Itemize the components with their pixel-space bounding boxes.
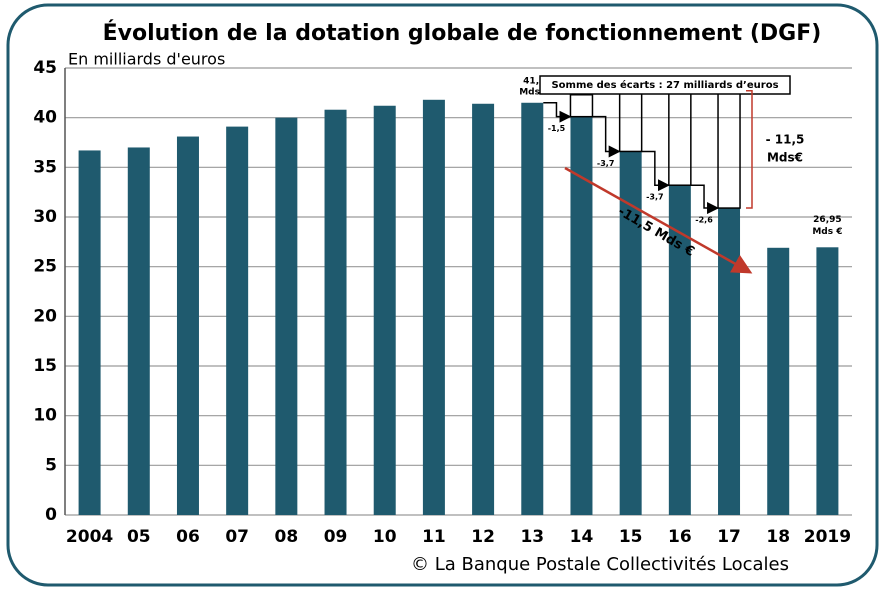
y-tick-label: 0 (45, 505, 57, 525)
x-tick-label: 10 (373, 527, 397, 547)
x-tick-label: 13 (520, 527, 544, 547)
x-tick-label: 05 (127, 527, 151, 547)
x-tick-label: 09 (324, 527, 348, 547)
x-tick-label: 07 (225, 527, 249, 547)
bar (78, 150, 101, 516)
bar (176, 136, 199, 516)
step-label: -2,6 (695, 216, 713, 225)
x-tick-label: 11 (422, 527, 446, 547)
y-tick-label: 40 (33, 108, 57, 128)
y-tick-label: 25 (33, 257, 57, 277)
bracket-label: - 11,5 (766, 133, 805, 147)
x-tick-label: 08 (275, 527, 299, 547)
bar (422, 99, 445, 515)
chart-title: Évolution de la dotation globale de fonc… (103, 20, 822, 46)
y-tick-label: 45 (33, 58, 57, 78)
bar (324, 109, 347, 515)
x-tick-label: 18 (766, 527, 790, 547)
start-label: Mds € (519, 87, 549, 97)
x-tick-label: 2019 (804, 527, 851, 547)
bar (570, 116, 593, 515)
bar (619, 151, 642, 515)
bar (472, 103, 495, 515)
step-line (543, 102, 572, 123)
y-tick-label: 15 (33, 356, 57, 376)
step-line (641, 150, 670, 192)
y-tick-label: 5 (45, 455, 57, 475)
end-label: 26,95 (813, 215, 841, 225)
bar (816, 247, 839, 515)
x-tick-label: 17 (717, 527, 741, 547)
gap-sum-box (539, 75, 791, 95)
bar (767, 247, 790, 515)
y-tick-label: 20 (33, 306, 57, 326)
x-tick-label: 12 (471, 527, 495, 547)
trend-arrow (564, 166, 753, 274)
bar (127, 147, 150, 515)
bar (521, 102, 544, 516)
bar (373, 105, 396, 515)
bar (718, 208, 741, 515)
gap-sum: Somme des écarts : 27 milliards d’euros (551, 79, 778, 91)
gap-box (569, 94, 594, 118)
bracket (746, 90, 753, 209)
x-tick-label: 15 (619, 527, 643, 547)
start-label: 41,5 (523, 76, 545, 86)
step-label: -1,5 (548, 124, 566, 133)
step-line (690, 184, 720, 215)
source: © La Banque Postale Collectivités Locale… (411, 554, 789, 575)
x-tick-label: 2004 (66, 527, 113, 547)
step-label: -3,7 (597, 159, 615, 168)
bracket-label: Mds€ (767, 151, 803, 165)
y-tick-label: 10 (33, 406, 57, 426)
x-tick-label: 14 (570, 527, 594, 547)
bar (226, 126, 249, 516)
x-tick-label: 06 (176, 527, 200, 547)
step-line (592, 115, 621, 158)
bar (275, 117, 298, 516)
x-tick-label: 16 (668, 527, 692, 547)
y-tick-label: 30 (33, 207, 57, 227)
y-axis-label: En milliards d'euros (68, 50, 225, 69)
end-label: Mds € (812, 227, 842, 237)
bar (668, 185, 691, 516)
step-label: -3,7 (646, 193, 664, 202)
y-tick-label: 35 (33, 157, 57, 177)
